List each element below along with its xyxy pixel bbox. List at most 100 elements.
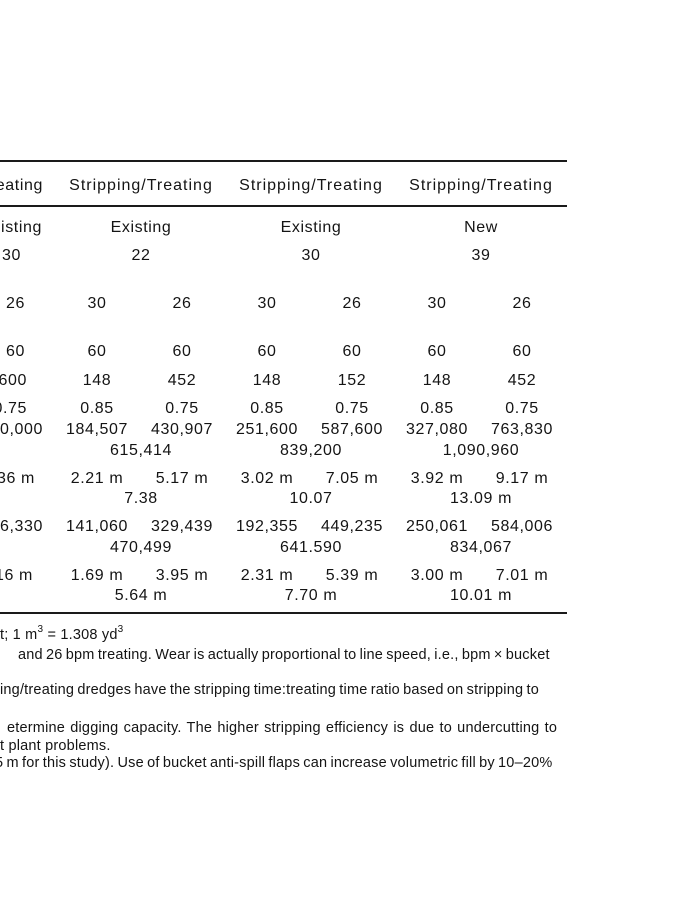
cell: 30	[427, 295, 447, 312]
table-row-pairs-2: 60 60 60 60 60 60 60	[0, 343, 675, 363]
cell: 141,060	[65, 518, 129, 535]
cell: 5.17 m	[155, 470, 209, 487]
table-row-col-groups: eating Stripping/Treating Stripping/Trea…	[0, 177, 675, 197]
table-row-sum-8: 5.64 m 7.70 m 10.01 m	[0, 587, 675, 607]
cell: 763,830	[490, 421, 554, 438]
cell: 30	[301, 247, 321, 264]
cell: 22	[131, 247, 151, 264]
table-rule-top	[0, 160, 567, 162]
cell: 3.92 m	[410, 470, 464, 487]
cell: 30	[257, 295, 277, 312]
cell: 184,507	[65, 421, 129, 438]
table-row-pairs-3: 600 148 452 148 152 148 452	[0, 372, 675, 392]
table-row-pairs-1: 26 30 26 30 26 30 26	[0, 295, 675, 315]
footnote-text: = 1.308 yd	[43, 626, 118, 643]
col-group-header: Stripping/Treating	[409, 177, 553, 194]
cell: 60	[427, 343, 447, 360]
cell-total: 834,067	[449, 539, 513, 556]
cell: 148	[422, 372, 452, 389]
footnote-conversion: t; 1 m3 = 1.308 yd3	[0, 624, 123, 643]
cell: 0.85	[420, 400, 454, 417]
cell-cropped: isting	[1, 219, 42, 236]
cell: 2.31 m	[240, 567, 294, 584]
cell: 39	[471, 247, 491, 264]
footnote-text: t; 1 m	[0, 626, 38, 643]
cell: Existing	[110, 219, 172, 236]
cell-cropped: 26	[6, 295, 25, 312]
cell: 452	[167, 372, 197, 389]
cell: 152	[337, 372, 367, 389]
cell-cropped: 16 m	[0, 567, 33, 584]
table-rule-header	[0, 205, 567, 207]
cell-cropped: 0,000	[0, 421, 43, 438]
col-group-header: Stripping/Treating	[69, 177, 213, 194]
cell: 9.17 m	[495, 470, 549, 487]
cell: 7.01 m	[495, 567, 549, 584]
cell-total: 470,499	[109, 539, 173, 556]
cell: 60	[257, 343, 277, 360]
cell-total: 7.70 m	[284, 587, 338, 604]
cell: 250,061	[405, 518, 469, 535]
cell: Existing	[280, 219, 342, 236]
cell-total: 10.01 m	[449, 587, 513, 604]
table-row-pairs-4: 0.75 0.85 0.75 0.85 0.75 0.85 0.75	[0, 400, 675, 420]
table-rule-bottom	[0, 612, 567, 614]
cell-total: 7.38	[124, 490, 158, 507]
cell: 26	[342, 295, 362, 312]
table-row-sum-6: 7.38 10.07 13.09 m	[0, 490, 675, 510]
table-row-sum-7: 470,499 641.590 834,067	[0, 539, 675, 559]
cell: New	[464, 219, 498, 236]
cell-total: 1,090,960	[442, 442, 520, 459]
cell-total: 13.09 m	[449, 490, 513, 507]
cell: 430,907	[150, 421, 214, 438]
cell-cropped: 600	[0, 372, 27, 389]
cell: 60	[87, 343, 107, 360]
cell-cropped: 36 m	[0, 470, 35, 487]
cell: 452	[507, 372, 537, 389]
cell: 0.85	[80, 400, 114, 417]
cell: 587,600	[320, 421, 384, 438]
cell-total: 641.590	[279, 539, 343, 556]
cell: 60	[342, 343, 362, 360]
cell: 0.85	[250, 400, 284, 417]
cell: 30	[87, 295, 107, 312]
cell-total: 5.64 m	[114, 587, 168, 604]
cell: 584,006	[490, 518, 554, 535]
cell-total: 615,414	[109, 442, 173, 459]
cell: 0.75	[165, 400, 199, 417]
cell: 148	[82, 372, 112, 389]
col-group-header-cropped: eating	[0, 177, 43, 194]
cell: 148	[252, 372, 282, 389]
table-row-single: 30 22 30 39	[0, 247, 675, 267]
table-row-pairs-8: 16 m 1.69 m 3.95 m 2.31 m 5.39 m 3.00 m …	[0, 567, 675, 587]
cell-total: 839,200	[279, 442, 343, 459]
cell: 329,439	[150, 518, 214, 535]
footnote-wear: and 26 bpm treating. Wear is actually pr…	[18, 647, 550, 663]
cell: 327,080	[405, 421, 469, 438]
superscript: 3	[37, 624, 44, 635]
table-row-pairs-6: 36 m 2.21 m 5.17 m 3.02 m 7.05 m 3.92 m …	[0, 470, 675, 490]
cell-cropped: 60	[6, 343, 25, 360]
col-group-header: Stripping/Treating	[239, 177, 383, 194]
cell: 7.05 m	[325, 470, 379, 487]
table-row-pairs-5: 0,000 184,507 430,907 251,600 587,600 32…	[0, 421, 675, 441]
footnote-digging: etermine digging capacity. The higher st…	[7, 720, 558, 736]
footnote-ratio: ing/treating dredges have the stripping …	[0, 682, 539, 698]
cell: 26	[172, 295, 192, 312]
cell-cropped: 30	[2, 247, 21, 264]
cell: 192,355	[235, 518, 299, 535]
cell: 449,235	[320, 518, 384, 535]
cell: 0.75	[505, 400, 539, 417]
cell-total: 10.07	[289, 490, 333, 507]
cell: 60	[172, 343, 192, 360]
cell: 1.69 m	[70, 567, 124, 584]
table-row-sum-5: 615,414 839,200 1,090,960	[0, 442, 675, 462]
cell: 2.21 m	[70, 470, 124, 487]
cell: 60	[512, 343, 532, 360]
footnote-plant: t plant problems.	[0, 738, 111, 754]
cell: 5.39 m	[325, 567, 379, 584]
cell: 251,600	[235, 421, 299, 438]
footnote-flaps: 5 m for this study). Use of bucket anti-…	[0, 755, 553, 771]
table-row-pairs-7: 6,330 141,060 329,439 192,355 449,235 25…	[0, 518, 675, 538]
